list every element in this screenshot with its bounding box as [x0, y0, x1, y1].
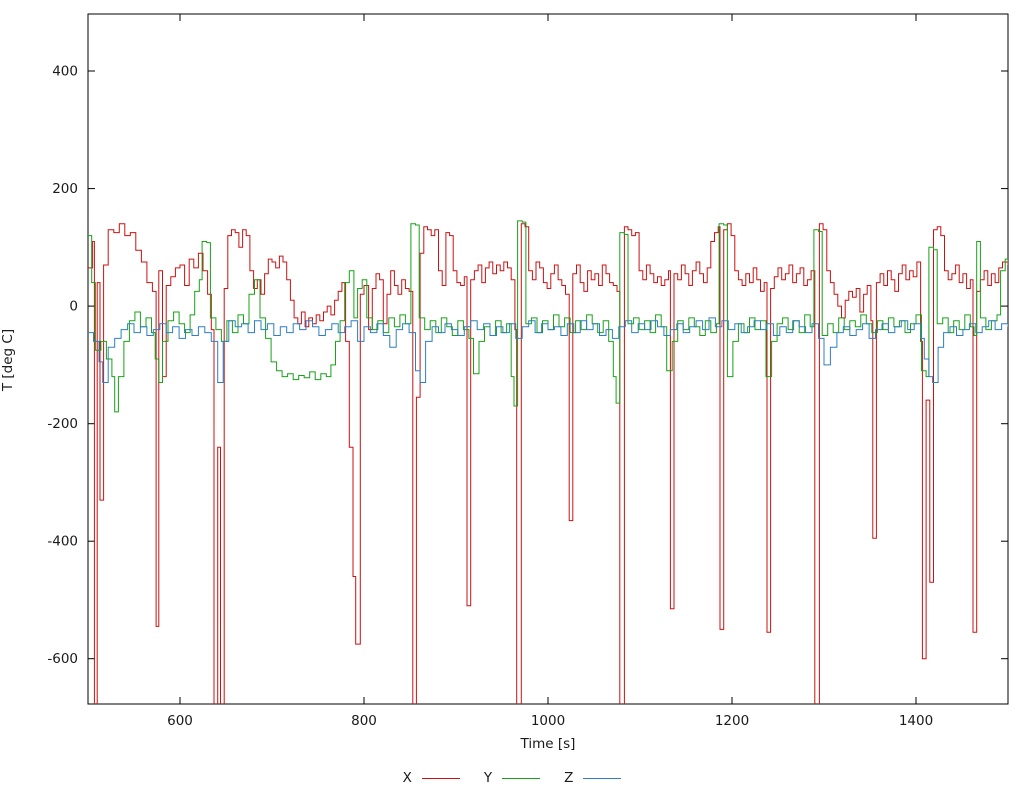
y-tick-label: 0	[69, 299, 78, 315]
y-tick-label: 400	[52, 64, 78, 80]
y-tick-label: -400	[47, 534, 78, 550]
legend-line-sample-y	[502, 777, 541, 779]
x-tick-label: 800	[351, 713, 377, 729]
y-tick-label: 200	[52, 181, 78, 197]
legend-item-z: Z	[564, 770, 622, 786]
y-tick-label: -200	[47, 416, 78, 432]
legend: X Y Z	[0, 770, 1024, 786]
legend-label-y: Y	[483, 770, 493, 786]
legend-label-z: Z	[564, 770, 574, 786]
x-tick-label: 600	[167, 713, 193, 729]
series-line-z	[88, 317, 1008, 383]
series-layer	[88, 220, 1008, 704]
x-tick-label: 1000	[531, 713, 565, 729]
x-axis-label: Time [s]	[520, 736, 576, 752]
series-line-x	[88, 223, 1008, 704]
series-line-y	[88, 220, 1008, 413]
x-tick-label: 1200	[715, 713, 749, 729]
axes: 600 800 1000 1200 1400 -600 -400 -200 0 200 400	[47, 13, 1009, 729]
legend-item-y: Y	[483, 770, 541, 786]
x-tick-label: 1400	[899, 713, 933, 729]
legend-line-sample-x	[421, 777, 460, 779]
plot-border	[87, 13, 1009, 705]
legend-line-sample-z	[583, 777, 622, 779]
y-tick-label: -600	[47, 651, 78, 667]
y-axis-label: T [deg C]	[0, 328, 16, 392]
legend-label-x: X	[402, 770, 412, 786]
legend-item-x: X	[403, 770, 460, 786]
